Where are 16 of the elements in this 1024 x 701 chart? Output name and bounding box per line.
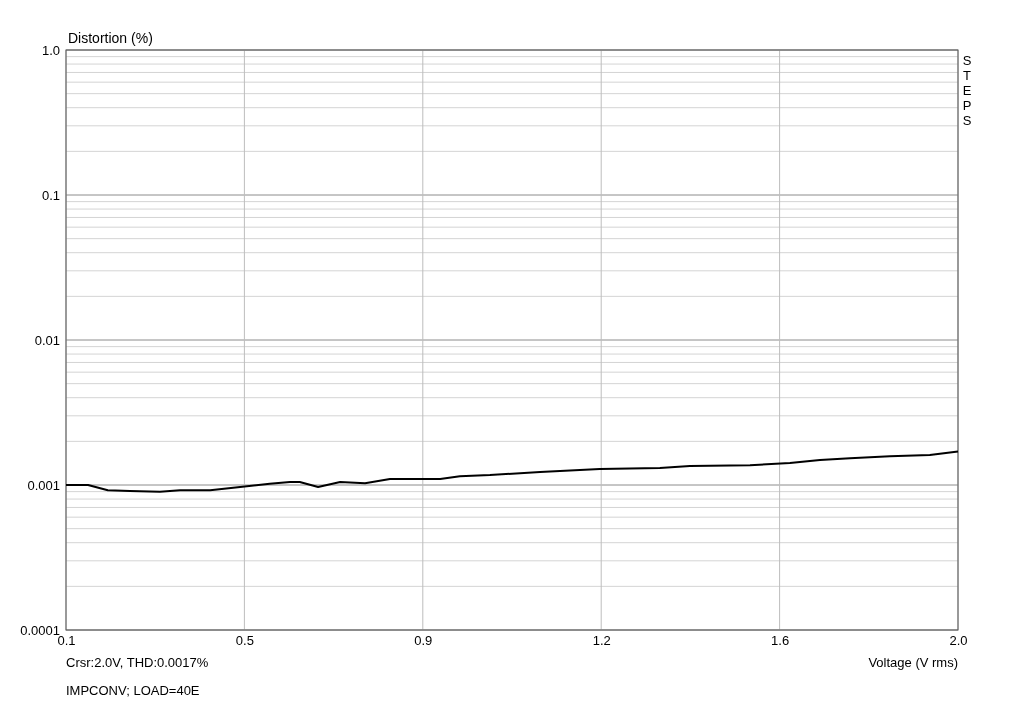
y-tick-label: 0.001: [27, 477, 60, 493]
text: STEPS: [962, 53, 972, 128]
y-tick-label: 0.1: [41, 187, 60, 203]
x-tick-label: 2.0: [949, 633, 968, 649]
y-axis-title: Distortion (%): [68, 30, 153, 46]
x-tick-label: 0.1: [57, 633, 76, 649]
text: IMPCONV; LOAD=40E: [66, 683, 200, 698]
x-tick-label: 1.6: [771, 633, 790, 649]
text: Crsr:2.0V, THD:0.0017%: [66, 655, 209, 670]
x-tick-label: 0.5: [235, 633, 254, 649]
x-tick-label: 0.9: [414, 633, 433, 649]
x-tick-label: 1.2: [592, 633, 611, 649]
line-series: [65, 450, 959, 493]
y-tick-label: 1.0: [41, 42, 60, 58]
y-tick-label: 0.01: [34, 332, 60, 348]
x-axis-title: Voltage (V rms): [868, 655, 958, 670]
